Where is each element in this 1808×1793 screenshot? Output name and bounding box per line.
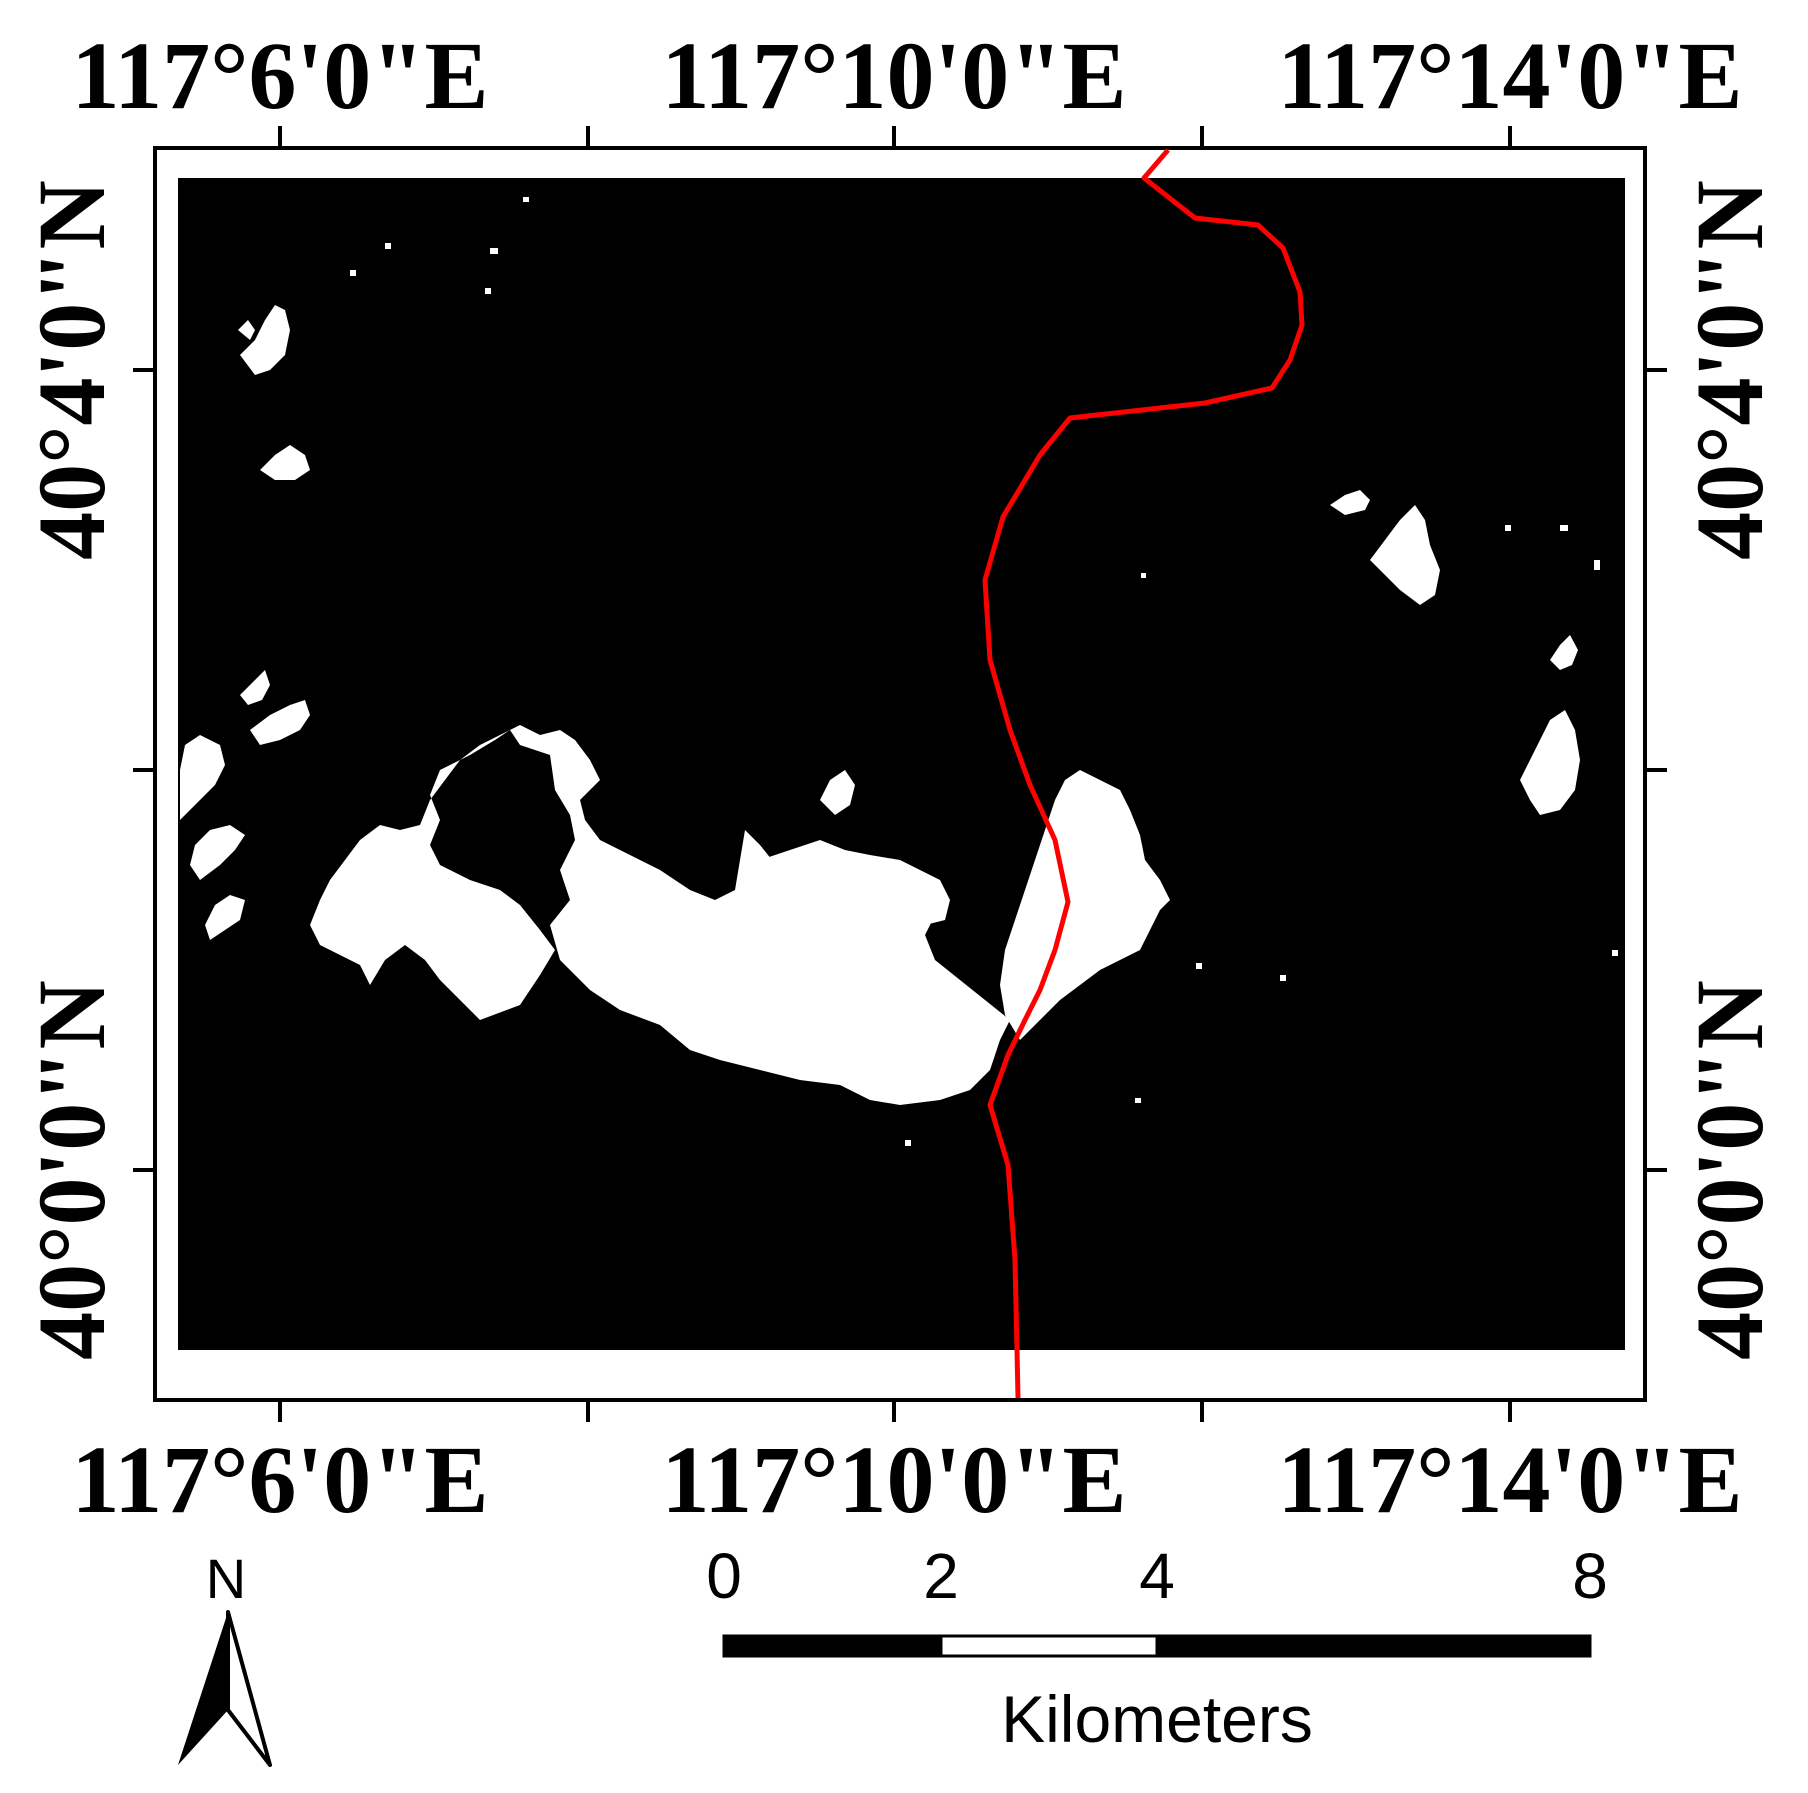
red-polyline bbox=[982, 148, 1305, 1399]
scale-segment-2-4 bbox=[939, 1634, 1159, 1658]
feature-patch-west-b bbox=[190, 825, 245, 880]
scale-tick-8: 8 bbox=[1572, 1540, 1608, 1612]
feature-speck bbox=[1141, 573, 1146, 578]
scale-tick-4: 4 bbox=[1139, 1540, 1175, 1612]
feature-speck bbox=[485, 288, 491, 294]
feature-speck bbox=[1135, 1098, 1141, 1103]
right-lat-label-2: 40°0'0"N bbox=[1676, 980, 1783, 1360]
feature-speck bbox=[905, 1140, 911, 1146]
feature-patch-west-e bbox=[240, 670, 270, 705]
top-lon-label-3: 117°14'0"E bbox=[1277, 22, 1742, 129]
feature-speck bbox=[523, 197, 529, 202]
feature-patch-east-d bbox=[1550, 635, 1578, 670]
scale-tick-0: 0 bbox=[706, 1540, 742, 1612]
feature-patch-west-a bbox=[180, 735, 225, 820]
feature-patch-northwest-a bbox=[240, 305, 290, 375]
scale-tick-2: 2 bbox=[923, 1540, 959, 1612]
north-arrow-icon bbox=[178, 1610, 272, 1767]
top-ticks bbox=[278, 126, 1512, 148]
left-ticks bbox=[133, 368, 155, 1172]
feature-patch-east-a bbox=[1370, 505, 1440, 605]
feature-patch-east-lobe bbox=[1000, 770, 1170, 1040]
feature-patch-east-c bbox=[1520, 710, 1580, 815]
feature-patch-small-a bbox=[820, 770, 855, 815]
north-arrow-label: N bbox=[206, 1547, 246, 1610]
feature-patch-center-north bbox=[740, 840, 950, 925]
top-lon-label-1: 117°6'0"E bbox=[71, 22, 488, 129]
feature-patch-west-d bbox=[250, 700, 310, 745]
feature-speck bbox=[1280, 975, 1286, 981]
bottom-lon-label-3: 117°14'0"E bbox=[1277, 1426, 1742, 1533]
bottom-lon-label-1: 117°6'0"E bbox=[71, 1426, 488, 1533]
scale-bar: 0 2 4 8 Kilometers bbox=[706, 1540, 1608, 1756]
feature-speck bbox=[490, 248, 498, 254]
feature-speck bbox=[350, 270, 356, 276]
white-patch-shapes bbox=[180, 197, 1618, 1146]
right-lat-label-1: 40°4'0"N bbox=[1676, 180, 1783, 560]
feature-speck bbox=[385, 243, 391, 249]
left-lat-label-1: 40°4'0"N bbox=[18, 180, 125, 560]
feature-speck bbox=[1612, 950, 1618, 956]
top-lon-label-2: 117°10'0"E bbox=[661, 22, 1126, 129]
raster-background bbox=[178, 178, 1625, 1350]
feature-patch-northwest-c bbox=[238, 320, 255, 340]
feature-speck bbox=[1196, 963, 1202, 969]
feature-patch-main bbox=[310, 725, 1010, 1105]
feature-patch-west-c bbox=[205, 895, 245, 940]
north-arrow: N bbox=[178, 1547, 272, 1767]
feature-speck bbox=[1560, 525, 1568, 531]
feature-patch-east-b bbox=[1330, 490, 1370, 515]
bottom-lon-label-2: 117°10'0"E bbox=[661, 1426, 1126, 1533]
scale-unit-label: Kilometers bbox=[1001, 1682, 1313, 1756]
left-lat-label-2: 40°0'0"N bbox=[18, 980, 125, 1360]
feature-patch-northwest-b bbox=[260, 445, 310, 480]
bottom-ticks bbox=[278, 1400, 1512, 1422]
right-ticks bbox=[1645, 368, 1667, 1172]
scale-segment-0-2 bbox=[722, 1634, 943, 1658]
feature-speck bbox=[1594, 560, 1600, 570]
scale-segment-4-8 bbox=[1155, 1634, 1592, 1658]
feature-speck bbox=[1505, 525, 1511, 531]
